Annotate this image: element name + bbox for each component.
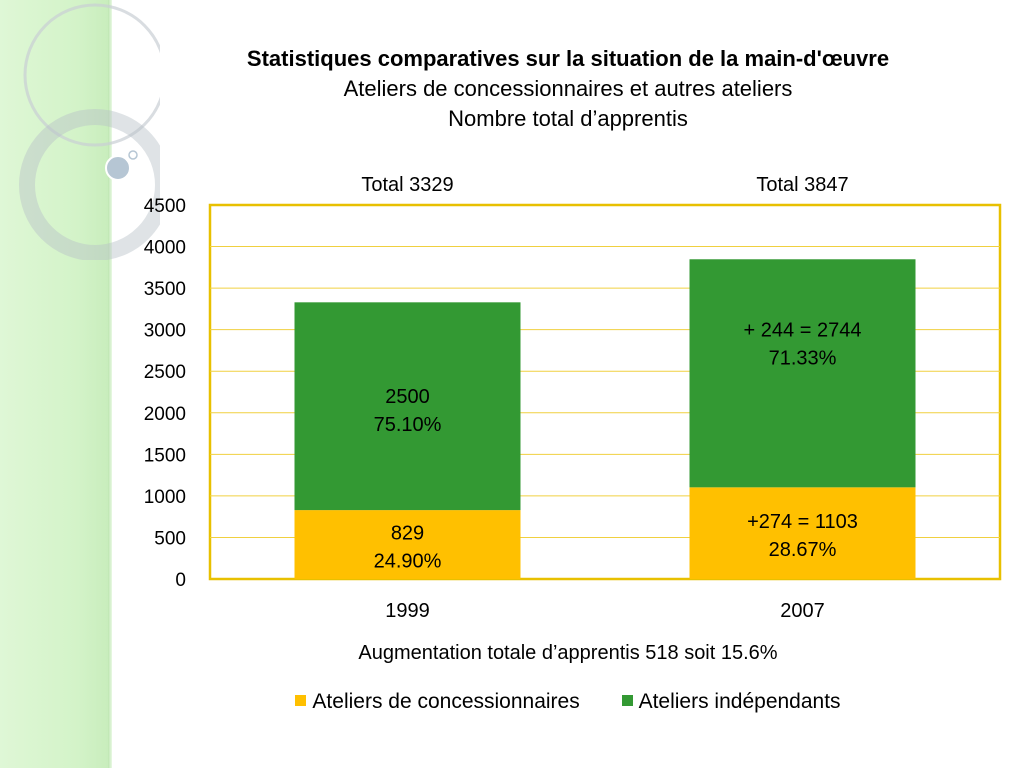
y-tick-label: 500	[154, 528, 186, 549]
legend-swatch-concessionnaires	[295, 695, 307, 706]
data-label: 28.67%	[769, 539, 837, 561]
y-tick-label: 2500	[144, 362, 186, 383]
total-value: 3329	[409, 174, 454, 196]
legend: Ateliers de concessionnaires Ateliers in…	[112, 690, 1024, 714]
chart-title: Statistiques comparatives sur la situati…	[246, 46, 890, 71]
bar-concessionnaires	[689, 487, 916, 579]
title-block: Statistiques comparatives sur la situati…	[112, 44, 1024, 134]
legend-swatch-independants	[621, 695, 633, 706]
x-tick-label: 1999	[385, 600, 430, 622]
chart-caption: Augmentation totale d’apprentis 518 soit…	[358, 642, 778, 664]
total-label: Total 3847	[756, 174, 848, 196]
side-divider	[108, 0, 112, 768]
data-label: 829	[391, 523, 424, 545]
chart-subtitle: Ateliers de concessionnaires et autres a…	[343, 76, 793, 101]
data-label: 71.33%	[769, 347, 837, 369]
y-tick-label: 2000	[144, 404, 186, 425]
decorative-circles	[19, 3, 160, 260]
side-band	[0, 0, 112, 768]
bar-concessionnaires	[294, 510, 521, 579]
data-label: 75.10%	[374, 414, 442, 436]
bar-independants	[294, 302, 521, 511]
chart-subtitle-2: Nombre total d’apprentis	[448, 106, 688, 131]
data-label: +274 = 1103	[747, 511, 858, 533]
legend-item-concessionnaires: Ateliers de concessionnaires	[295, 690, 580, 714]
y-tick-label: 1500	[144, 445, 186, 466]
y-tick-label: 4000	[144, 238, 186, 259]
stacked-bar-chart: 0 500 1000 1500 2000 2500 3000 3500 4000 4500 829 2…	[144, 174, 1002, 622]
total-word: Total	[361, 174, 409, 196]
y-tick-label: 3500	[144, 279, 186, 300]
total-value: 3847	[804, 174, 849, 196]
data-label: 24.90%	[374, 551, 442, 573]
legend-item-independants: Ateliers indépendants	[621, 690, 841, 714]
y-tick-label: 4500	[144, 196, 186, 217]
y-tick-label: 0	[175, 570, 186, 591]
data-label: 2500	[385, 386, 430, 408]
y-tick-label: 3000	[144, 321, 186, 342]
total-word: Total	[756, 174, 804, 196]
x-tick-label: 2007	[780, 600, 825, 622]
bar-independants	[689, 259, 916, 488]
legend-label-independants: Ateliers indépendants	[638, 690, 841, 713]
total-label: Total 3329	[361, 174, 453, 196]
y-tick-label: 1000	[144, 487, 186, 508]
legend-label-concessionnaires: Ateliers de concessionnaires	[312, 690, 580, 713]
data-label: + 244 = 2744	[744, 319, 862, 341]
